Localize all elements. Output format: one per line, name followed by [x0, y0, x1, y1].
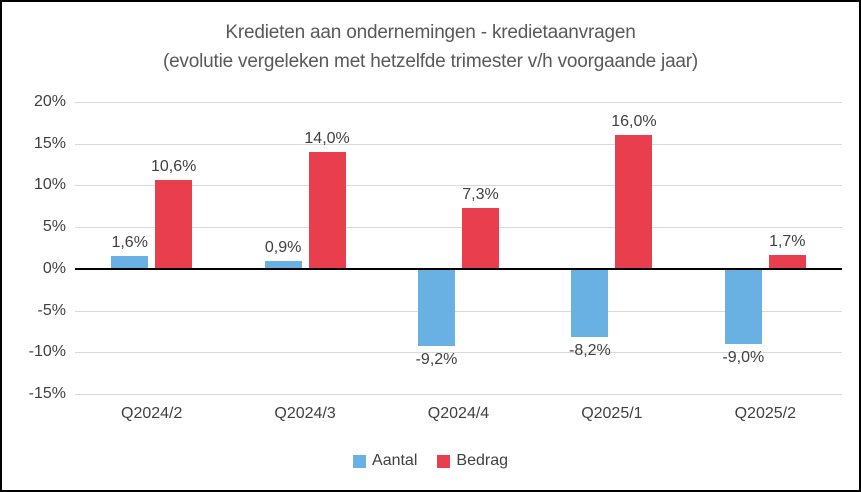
legend-item-bedrag: Bedrag [437, 452, 508, 470]
bar-value-label: -9,0% [722, 348, 765, 366]
chart-title-line2: (evolutie vergeleken met hetzelfde trime… [162, 51, 699, 72]
x-axis-label: Q2024/3 [274, 405, 336, 422]
gridline [75, 185, 842, 187]
y-axis-tick-label: -10% [28, 343, 66, 361]
chart-title-line1: Kredieten aan ondernemingen - kredietaan… [225, 22, 636, 43]
bar-value-label: 10,6% [151, 158, 197, 176]
bar-aantal-q2024-3 [264, 261, 302, 269]
y-axis: 20% 15% 10% 5% 0% -5% -10% -15% [2, 93, 66, 402]
x-axis-zero-line [75, 267, 842, 270]
bar-aantal-q2024-2 [111, 255, 149, 269]
y-axis-tick-label: 0% [42, 259, 66, 277]
bar-value-label: 16,0% [611, 113, 657, 131]
x-axis-label: Q2025/1 [581, 405, 643, 422]
x-axis-label: Q2024/4 [427, 405, 490, 422]
bar-value-label: 1,6% [111, 233, 148, 251]
bar-value-label: -8,2% [568, 342, 611, 360]
y-axis-tick-label: 5% [42, 218, 66, 236]
bar-value-label: 7,3% [462, 185, 499, 203]
x-axis: Q2024/2 Q2024/3 Q2024/4 Q2025/1 Q2025/2 [75, 404, 842, 426]
x-axis-label: Q2024/2 [121, 405, 183, 422]
bar-bedrag-q2024-4 [462, 207, 499, 269]
x-axis-label: Q2025/2 [734, 405, 796, 422]
legend: Aantal Bedrag [2, 452, 859, 470]
gridline [75, 227, 842, 229]
y-axis-tick-label: -5% [37, 301, 66, 319]
y-axis-tick-label: -15% [28, 385, 66, 402]
bar-value-label: 1,7% [769, 232, 806, 250]
bar-value-label: 0,9% [264, 239, 302, 257]
bar-aantal-q2024-4 [418, 268, 455, 346]
plot-area: 1,6% 10,6% 0,9% 14,0% -9,2% 7,3% -8,2% 16,0% -9,… [75, 102, 842, 395]
bar-value-label: -9,2% [415, 350, 458, 368]
bar-value-label: 14,0% [304, 130, 350, 148]
gridline [75, 102, 842, 103]
legend-label-bedrag: Bedrag [456, 452, 508, 469]
gridline [75, 394, 842, 395]
bar-aantal-q2025-1 [571, 268, 609, 338]
legend-item-aantal: Aantal [353, 452, 417, 470]
y-axis-tick-label: 20% [33, 93, 66, 110]
bar-bedrag-q2025-1 [615, 135, 653, 269]
bar-bedrag-q2024-2 [155, 180, 193, 269]
y-axis-tick-label: 10% [33, 176, 66, 194]
legend-label-aantal: Aantal [372, 452, 418, 469]
legend-swatch-aantal-icon [353, 454, 367, 468]
bar-bedrag-q2024-3 [308, 152, 346, 269]
gridline [75, 143, 842, 145]
legend-swatch-bedrag-icon [437, 454, 451, 468]
bar-bedrag-q2025-2 [768, 254, 806, 269]
y-axis-tick-label: 15% [33, 134, 66, 152]
gridline [75, 310, 842, 312]
gridline [75, 352, 842, 354]
chart-title: Kredieten aan ondernemingen - kredietaan… [2, 18, 859, 76]
bar-aantal-q2025-2 [724, 268, 762, 344]
